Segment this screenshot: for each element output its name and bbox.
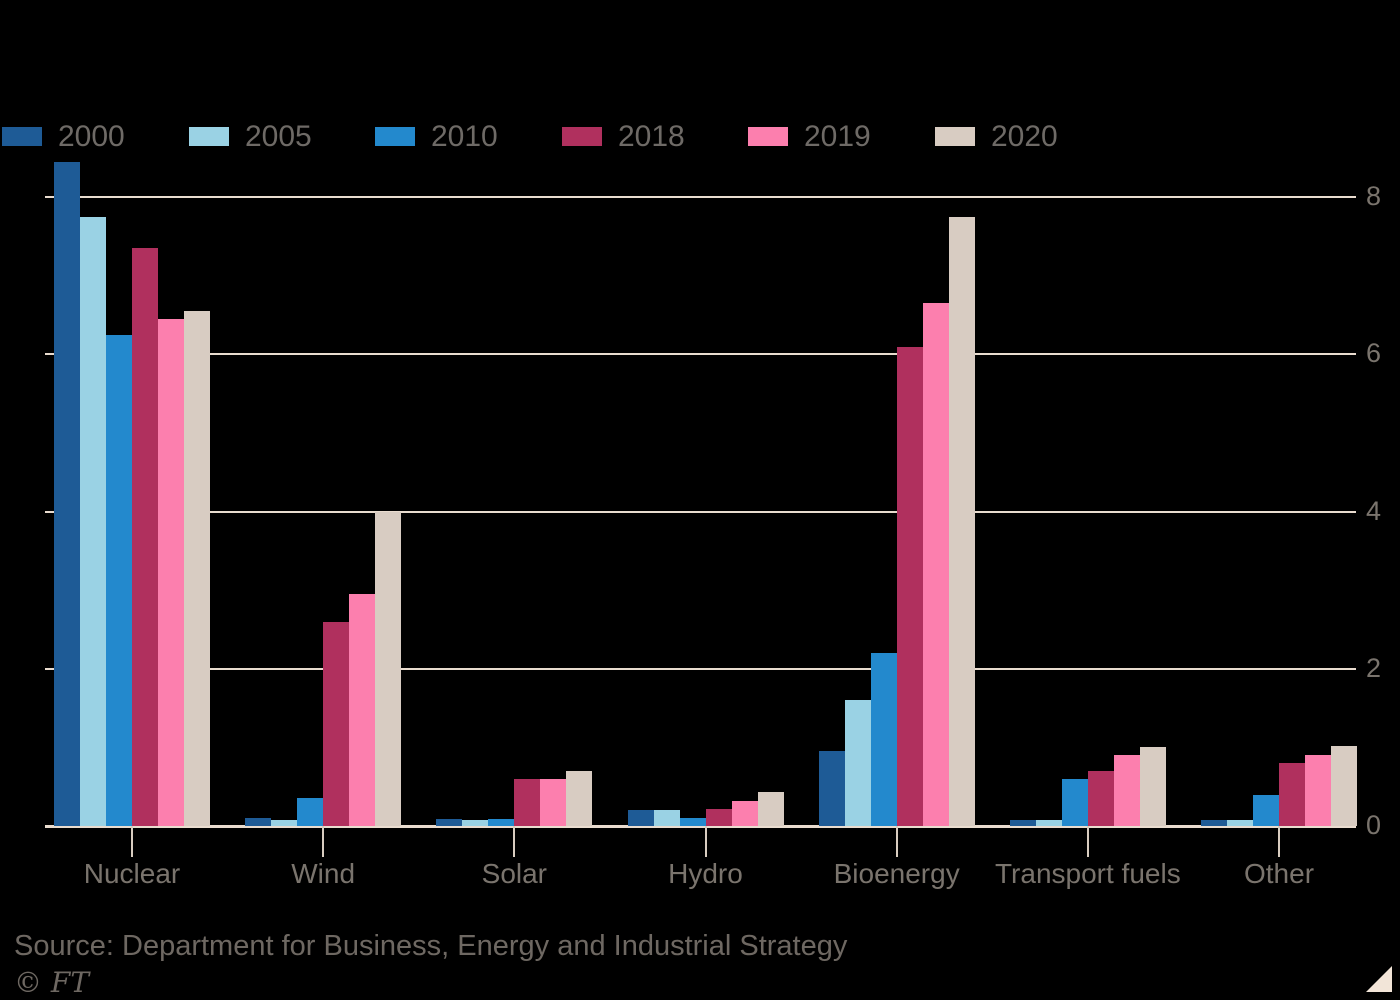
gridline	[45, 667, 1356, 670]
bar-2018	[132, 248, 158, 826]
bar-2000	[245, 818, 271, 826]
bar-2010	[1062, 779, 1088, 826]
bar-2010	[106, 335, 132, 826]
bar-2018	[1088, 771, 1114, 826]
bar-2019	[1305, 755, 1331, 826]
gridline	[45, 353, 1356, 356]
bar-2020	[566, 771, 592, 826]
x-axis-tick	[895, 826, 898, 857]
legend-label: 2000	[58, 120, 125, 153]
ft-copyright: © FT	[14, 966, 90, 999]
x-axis-tick	[1086, 826, 1089, 857]
y-axis-label: 4	[1366, 495, 1382, 526]
bar-2000	[1010, 820, 1036, 826]
y-axis-label: 2	[1366, 652, 1382, 683]
bar-2010	[297, 798, 323, 826]
bar-2018	[514, 779, 540, 826]
legend-swatch	[748, 127, 788, 146]
category-label: Wind	[291, 858, 356, 889]
x-axis-tick	[131, 826, 133, 857]
bar-2019	[158, 319, 184, 826]
bar-2000	[628, 810, 654, 826]
bar-2018	[1279, 763, 1305, 826]
gridline	[45, 196, 1356, 199]
category-label: Bioenergy	[833, 858, 960, 889]
bar-2019	[923, 303, 949, 826]
bar-2005	[80, 217, 106, 826]
x-axis-tick	[513, 826, 516, 857]
legend-swatch	[562, 127, 602, 146]
bar-2000	[436, 819, 462, 826]
bar-2005	[271, 820, 297, 826]
x-axis-tick	[1278, 826, 1281, 857]
category-label: Nuclear	[83, 858, 181, 889]
legend: 2000 2005 2010 2018 2019 2020	[0, 118, 1400, 158]
bar-2005	[1227, 820, 1253, 826]
x-axis-tick	[704, 826, 707, 857]
bar-2010	[871, 653, 897, 826]
legend-swatch	[2, 127, 42, 146]
bar-2020	[184, 311, 210, 826]
bar-2005	[654, 810, 680, 826]
bar-2020	[375, 512, 401, 826]
corner-triangle-icon	[1366, 966, 1392, 992]
x-axis-tick	[322, 826, 325, 857]
gridline	[45, 510, 1356, 513]
bar-2018	[897, 347, 923, 826]
bar-2019	[732, 801, 758, 826]
legend-label: 2019	[804, 120, 871, 153]
bar-2018	[323, 622, 349, 826]
bar-2019	[349, 594, 375, 826]
bar-2010	[680, 818, 706, 826]
bar-2010	[488, 819, 514, 826]
category-label: Solar	[481, 858, 548, 889]
legend-label: 2020	[991, 120, 1058, 153]
bar-2005	[845, 700, 871, 826]
bar-2020	[949, 217, 975, 826]
y-axis-label: 0	[1366, 810, 1382, 840]
y-axis-label: 6	[1366, 338, 1382, 369]
bar-2019	[1114, 755, 1140, 826]
category-label: Hydro	[668, 858, 743, 889]
category-label: Transport fuels	[994, 858, 1181, 889]
bar-2000	[1201, 820, 1227, 826]
category-label: Other	[1244, 858, 1315, 889]
source-text: Source: Department for Business, Energy …	[14, 930, 848, 962]
legend-label: 2010	[431, 120, 498, 153]
bar-2020	[758, 792, 784, 826]
legend-label: 2005	[245, 120, 312, 153]
legend-label: 2018	[618, 120, 685, 153]
legend-swatch	[189, 127, 229, 146]
bar-2018	[706, 809, 732, 826]
x-axis-line	[45, 825, 1356, 828]
y-axis-label: 8	[1366, 181, 1382, 212]
bar-2010	[1253, 795, 1279, 826]
bar-2020	[1331, 746, 1357, 826]
bar-2000	[819, 751, 845, 826]
bar-2020	[1140, 747, 1166, 826]
bar-2005	[462, 820, 488, 826]
bar-2000	[54, 162, 80, 826]
bar-2005	[1036, 820, 1062, 826]
legend-swatch	[375, 127, 415, 146]
bar-2019	[540, 779, 566, 826]
legend-swatch	[935, 127, 975, 146]
